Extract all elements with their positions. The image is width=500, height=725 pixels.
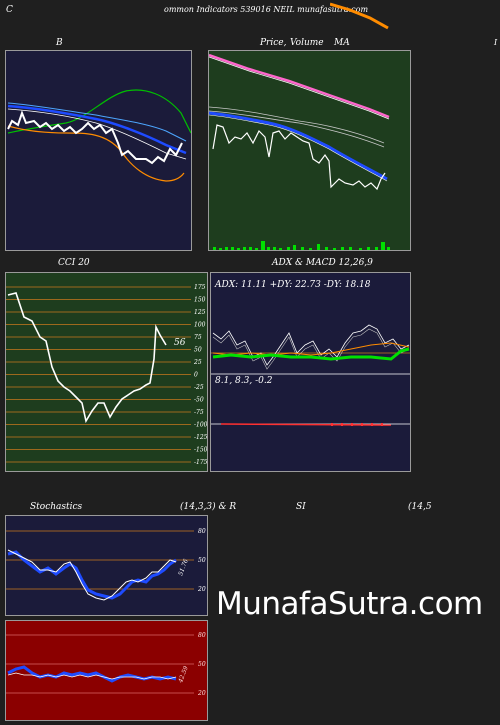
- cci-tick-label: -50: [194, 397, 204, 404]
- rsi-value: 42.59: [177, 665, 190, 685]
- stoch-label: Stochastics: [30, 502, 83, 512]
- volume-bars: [213, 241, 390, 250]
- panel-price-label: Price,: [260, 38, 287, 48]
- cci-tick-label: 0: [194, 372, 198, 379]
- stoch-tick-80: 80: [198, 528, 206, 535]
- cci-tick-label: 125: [194, 309, 206, 316]
- rsi-label: SI: [296, 502, 306, 512]
- cci-tick-label: -75: [194, 409, 204, 416]
- rsi-tick-20: 20: [197, 690, 206, 697]
- panel-b-label: B: [56, 38, 63, 48]
- bollinger-chart: [7, 89, 191, 182]
- stochastics-panel: 80 50 20 51.76: [5, 515, 208, 616]
- macd-histogram: [331, 423, 383, 426]
- rsi-panel: 80 50 20 42.59: [5, 620, 208, 721]
- cci-tick-label: -25: [194, 384, 204, 391]
- price-volume-ma-panel: [208, 50, 411, 251]
- rsi-chart: 80 50 20 42.59: [6, 632, 206, 697]
- cci-label: CCI 20: [58, 258, 90, 268]
- stochastics-chart: 80 50 20 51.76: [6, 528, 206, 601]
- stoch-tick-20: 20: [197, 586, 206, 593]
- cci-tick-label: 150: [194, 297, 206, 304]
- stoch-tick-50: 50: [198, 557, 206, 564]
- cci-tick-label: 75: [194, 334, 202, 341]
- cci-tick-label: 175: [194, 284, 206, 291]
- panel-volume-label: Volume: [290, 38, 324, 48]
- macd-text: 8.1, 8.3, -0.2: [215, 376, 273, 386]
- cci-tick-label: -175: [194, 459, 208, 466]
- page-title: ommon Indicators 539016 NEIL munafasutra…: [164, 5, 369, 14]
- adx-macd-chart: ADX: 11.11 +DY: 22.73 -DY: 18.18 8.1, 8.…: [211, 280, 410, 426]
- cci-tick-label: 25: [193, 359, 202, 366]
- panel-ma-label: MA: [334, 38, 350, 48]
- cci-tick-label: -125: [194, 434, 208, 441]
- header-c-letter: C: [6, 5, 13, 15]
- rsi-params-label: (14,5: [408, 502, 432, 512]
- cci-tick-label: 50: [194, 347, 202, 354]
- adx-text: ADX: 11.11 +DY: 22.73 -DY: 18.18: [214, 280, 371, 290]
- rsi-tick-50: 50: [198, 661, 206, 668]
- bollinger-panel: [5, 50, 192, 251]
- cci-tick-label: -150: [194, 447, 208, 454]
- adx-macd-panel: ADX: 11.11 +DY: 22.73 -DY: 18.18 8.1, 8.…: [210, 272, 411, 472]
- cci-chart: 175 150 125 100 75 50 25 0 -25 -50 -75 -100 -125 -150…: [6, 284, 208, 466]
- price-chart: [209, 53, 390, 250]
- panel-edge-letter: I: [494, 38, 498, 47]
- adx-macd-label: ADX & MACD 12,26,9: [272, 258, 373, 268]
- cci-value: 56: [174, 338, 186, 348]
- stoch-value: 51.76: [177, 558, 190, 577]
- header-orange-stroke: [330, 2, 389, 30]
- brand-watermark: MunafaSutra.com: [216, 586, 483, 622]
- cci-tick-label: 100: [194, 322, 206, 329]
- cci-panel: 175 150 125 100 75 50 25 0 -25 -50 -75 -100 -125 -150…: [5, 272, 208, 472]
- stoch-params-label: (14,3,3) & R: [180, 502, 237, 512]
- rsi-tick-80: 80: [198, 632, 206, 639]
- cci-tick-label: -100: [194, 422, 208, 429]
